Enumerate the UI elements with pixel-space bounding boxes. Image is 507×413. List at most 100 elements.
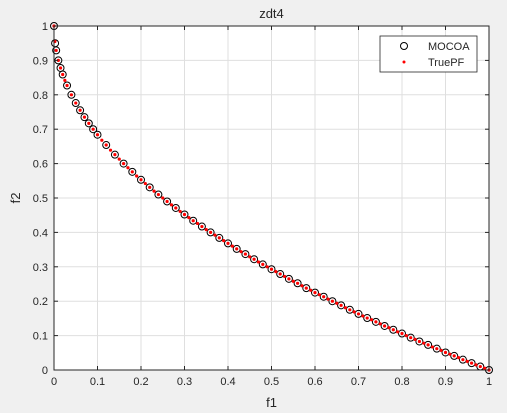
point-mocoa bbox=[293, 279, 302, 288]
point-truepf bbox=[396, 330, 400, 334]
point-truepf bbox=[63, 78, 67, 82]
point-truepf bbox=[430, 345, 435, 349]
y-tick-label: 0.2 bbox=[33, 296, 48, 308]
point-mocoa bbox=[145, 183, 154, 192]
point-truepf bbox=[304, 286, 308, 290]
point-truepf bbox=[174, 206, 178, 210]
point-mocoa bbox=[267, 265, 276, 274]
point-mocoa bbox=[345, 305, 354, 314]
point-truepf bbox=[130, 170, 134, 174]
point-truepf bbox=[58, 66, 63, 70]
legend: MOCOA TruePF bbox=[379, 35, 478, 73]
x-tick-label: 1 bbox=[486, 376, 492, 388]
point-mocoa bbox=[189, 216, 198, 225]
point-truepf bbox=[135, 174, 139, 178]
point-mocoa bbox=[363, 314, 372, 323]
point-mocoa bbox=[319, 292, 328, 301]
point-truepf bbox=[91, 127, 95, 131]
point-mocoa bbox=[180, 210, 189, 219]
legend-box bbox=[379, 35, 478, 73]
point-truepf bbox=[352, 310, 356, 314]
point-truepf bbox=[122, 162, 126, 166]
point-mocoa bbox=[76, 106, 85, 115]
point-truepf bbox=[383, 324, 387, 328]
legend-label-truepf: TruePF bbox=[428, 57, 465, 69]
point-mocoa bbox=[337, 301, 346, 310]
y-tick-label: 0.6 bbox=[33, 159, 48, 171]
point-mocoa bbox=[458, 355, 467, 364]
point-truepf bbox=[230, 244, 234, 248]
x-tick-label: 0.1 bbox=[90, 376, 105, 388]
point-truepf bbox=[152, 189, 156, 193]
x-tick-label: 0.5 bbox=[264, 376, 279, 388]
point-truepf bbox=[82, 115, 87, 119]
point-mocoa bbox=[67, 90, 76, 99]
point-mocoa bbox=[215, 233, 224, 242]
point-truepf bbox=[269, 267, 274, 271]
point-truepf bbox=[161, 196, 165, 200]
point-truepf bbox=[309, 288, 313, 292]
point-mocoa bbox=[406, 333, 415, 342]
point-mocoa bbox=[354, 309, 363, 318]
y-tick-label: 0.5 bbox=[33, 193, 48, 205]
point-mocoa bbox=[467, 359, 476, 368]
point-truepf bbox=[409, 336, 413, 340]
point-truepf bbox=[435, 347, 439, 351]
point-mocoa bbox=[171, 203, 180, 212]
point-truepf bbox=[226, 241, 230, 246]
point-truepf bbox=[278, 272, 282, 276]
point-truepf bbox=[326, 297, 330, 301]
point-truepf bbox=[213, 233, 217, 237]
point-truepf bbox=[335, 301, 339, 305]
point-truepf bbox=[78, 108, 82, 112]
point-truepf bbox=[235, 247, 239, 251]
point-truepf bbox=[126, 166, 130, 170]
y-tick-label: 0.4 bbox=[33, 227, 48, 239]
point-truepf bbox=[369, 318, 374, 322]
point-mocoa bbox=[102, 141, 111, 150]
x-tick-label: 0.2 bbox=[133, 376, 148, 388]
point-truepf bbox=[483, 366, 487, 370]
point-truepf bbox=[239, 250, 243, 254]
point-mocoa bbox=[441, 348, 450, 357]
point-truepf bbox=[417, 339, 421, 344]
y-tick-label: 0 bbox=[42, 365, 48, 377]
point-truepf bbox=[439, 348, 443, 352]
point-truepf bbox=[65, 83, 69, 88]
point-mocoa bbox=[302, 284, 311, 293]
point-mocoa bbox=[232, 244, 241, 253]
point-truepf bbox=[404, 334, 408, 338]
point-truepf bbox=[339, 303, 343, 307]
x-tick-label: 0.9 bbox=[438, 376, 453, 388]
point-truepf bbox=[448, 352, 452, 356]
point-truepf bbox=[348, 308, 352, 312]
point-truepf bbox=[361, 314, 365, 318]
point-mocoa bbox=[250, 255, 259, 264]
point-mocoa bbox=[93, 130, 102, 139]
y-tick-label: 0.9 bbox=[33, 55, 48, 67]
point-truepf bbox=[248, 255, 252, 259]
point-mocoa bbox=[241, 250, 250, 259]
point-truepf bbox=[74, 101, 78, 105]
point-mocoa bbox=[84, 119, 93, 128]
point-truepf bbox=[195, 221, 200, 226]
x-axis-label: f1 bbox=[266, 395, 277, 410]
point-truepf bbox=[422, 341, 426, 345]
point-truepf bbox=[165, 199, 169, 204]
point-mocoa bbox=[163, 197, 172, 206]
x-tick-label: 0 bbox=[51, 376, 57, 388]
point-mocoa bbox=[284, 274, 293, 283]
y-tick-label: 0.1 bbox=[33, 331, 48, 343]
point-truepf bbox=[108, 148, 113, 152]
point-truepf bbox=[474, 363, 478, 367]
point-truepf bbox=[187, 216, 191, 220]
point-truepf bbox=[265, 265, 269, 269]
point-truepf bbox=[217, 236, 221, 240]
point-truepf bbox=[365, 316, 369, 320]
point-truepf bbox=[113, 153, 117, 157]
point-mocoa bbox=[380, 321, 389, 330]
point-truepf bbox=[256, 260, 261, 264]
point-truepf bbox=[478, 364, 482, 369]
point-mocoa bbox=[80, 113, 89, 122]
